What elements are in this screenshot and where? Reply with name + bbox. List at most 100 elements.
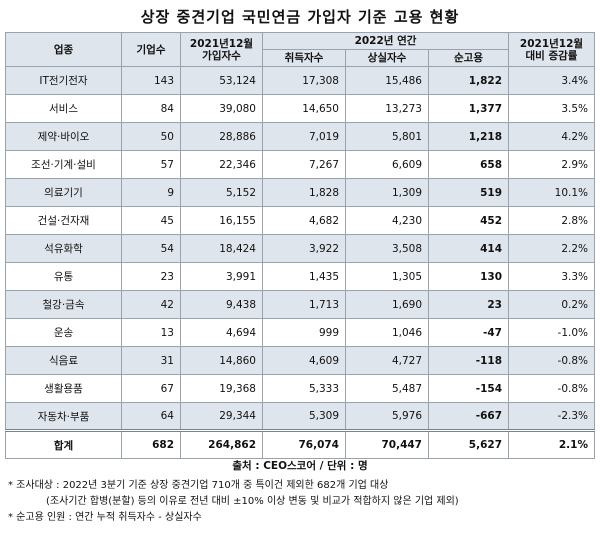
cell-lost: 4,230 [345, 206, 429, 235]
cell-companies: 31 [121, 346, 181, 375]
cell-change: -2.3% [508, 402, 595, 431]
cell-industry: 건설·건자재 [5, 206, 122, 235]
cell-members: 53,124 [180, 66, 263, 95]
cell-industry: 서비스 [5, 94, 122, 123]
table-row: 제약·바이오 50 28,886 7,019 5,801 1,218 4.2% [5, 122, 595, 151]
cell-lost: 13,273 [345, 94, 429, 123]
cell-acquired: 4,682 [262, 206, 346, 235]
cell-companies: 50 [121, 122, 181, 151]
cell-companies: 67 [121, 374, 181, 403]
cell-acquired: 17,308 [262, 66, 346, 95]
cell-acquired: 999 [262, 318, 346, 347]
cell-change: 2.2% [508, 234, 595, 263]
cell-acquired: 1,435 [262, 262, 346, 291]
cell-industry: 생활용품 [5, 374, 122, 403]
header-industry: 업종 [5, 32, 122, 67]
cell-change: -1.0% [508, 318, 595, 347]
cell-acquired: 5,309 [262, 402, 346, 431]
cell-members: 28,886 [180, 122, 263, 151]
cell-net: -118 [428, 346, 509, 375]
cell-companies: 84 [121, 94, 181, 123]
header-change-top: 2021년12월 [519, 37, 584, 50]
footnote-net-definition: * 순고용 인원 : 연간 누적 취득자수 - 상실자수 [8, 512, 202, 523]
cell-industry: 제약·바이오 [5, 122, 122, 151]
table-row: 철강·금속 42 9,438 1,713 1,690 23 0.2% [5, 290, 595, 319]
cell-net: 452 [428, 206, 509, 235]
cell-industry: 유통 [5, 262, 122, 291]
total-row: 합계 682 264,862 76,074 70,447 5,627 2.1% [5, 429, 595, 459]
cell-members: 4,694 [180, 318, 263, 347]
cell-companies: 64 [121, 402, 181, 431]
cell-lost: 1,046 [345, 318, 429, 347]
source-line: 출처 : CEO스코어 / 단위 : 명 [232, 460, 368, 472]
cell-net: 414 [428, 234, 509, 263]
table-row: 서비스 84 39,080 14,650 13,273 1,377 3.5% [5, 94, 595, 123]
cell-companies: 143 [121, 66, 181, 95]
cell-industry: 조선·기계·설비 [5, 150, 122, 179]
footnote-scope: * 조사대상 : 2022년 3분기 기준 상장 중견기업 710개 중 특이건… [8, 480, 389, 491]
header-row-top: 업종 기업수 2021년12월 가입자수 2022년 연간 2021년12월 대… [5, 32, 595, 67]
total-cell-members: 264,862 [180, 429, 263, 459]
header-row-bottom: 취득자수 상실자수 순고용 [6, 49, 595, 67]
cell-net: 658 [428, 150, 509, 179]
cell-members: 18,424 [180, 234, 263, 263]
cell-acquired: 14,650 [262, 94, 346, 123]
cell-change: 2.9% [508, 150, 595, 179]
cell-acquired: 7,267 [262, 150, 346, 179]
table-row: 유통 23 3,991 1,435 1,305 130 3.3% [5, 262, 595, 291]
cell-change: -0.8% [508, 346, 595, 375]
table-row: 조선·기계·설비 57 22,346 7,267 6,609 658 2.9% [5, 150, 595, 179]
cell-members: 3,991 [180, 262, 263, 291]
cell-lost: 1,309 [345, 178, 429, 207]
cell-acquired: 4,609 [262, 346, 346, 375]
cell-acquired: 3,922 [262, 234, 346, 263]
cell-industry: 의료기기 [5, 178, 122, 207]
table-row: 식음료 31 14,860 4,609 4,727 -118 -0.8% [5, 346, 595, 375]
cell-acquired: 7,019 [262, 122, 346, 151]
cell-industry: IT전기전자 [5, 66, 122, 95]
cell-companies: 9 [121, 178, 181, 207]
cell-net: 1,218 [428, 122, 509, 151]
cell-industry: 자동차·부품 [5, 402, 122, 431]
cell-lost: 5,487 [345, 374, 429, 403]
cell-lost: 3,508 [345, 234, 429, 263]
header-acquired: 취득자수 [262, 49, 346, 67]
cell-industry: 운송 [5, 318, 122, 347]
cell-change: -0.8% [508, 374, 595, 403]
cell-members: 9,438 [180, 290, 263, 319]
header-change-bottom: 대비 증감률 [525, 49, 578, 62]
cell-change: 3.3% [508, 262, 595, 291]
header-lost: 상실자수 [345, 49, 429, 67]
cell-members: 14,860 [180, 346, 263, 375]
cell-members: 22,346 [180, 150, 263, 179]
cell-change: 2.8% [508, 206, 595, 235]
header-companies: 기업수 [121, 32, 181, 67]
cell-lost: 1,305 [345, 262, 429, 291]
cell-net: 519 [428, 178, 509, 207]
header-change: 2021년12월 대비 증감률 [508, 32, 595, 67]
cell-lost: 5,801 [345, 122, 429, 151]
total-cell-net: 5,627 [428, 429, 509, 459]
table-row: 의료기기 9 5,152 1,828 1,309 519 10.1% [5, 178, 595, 207]
total-cell-companies: 682 [121, 429, 181, 459]
cell-members: 39,080 [180, 94, 263, 123]
cell-members: 16,155 [180, 206, 263, 235]
cell-industry: 철강·금속 [5, 290, 122, 319]
cell-net: -154 [428, 374, 509, 403]
cell-companies: 57 [121, 150, 181, 179]
cell-change: 10.1% [508, 178, 595, 207]
employment-table: 업종 기업수 2021년12월 가입자수 2022년 연간 2021년12월 대… [5, 32, 595, 459]
cell-members: 19,368 [180, 374, 263, 403]
cell-lost: 1,690 [345, 290, 429, 319]
cell-members: 29,344 [180, 402, 263, 431]
cell-change: 3.4% [508, 66, 595, 95]
cell-change: 3.5% [508, 94, 595, 123]
cell-change: 4.2% [508, 122, 595, 151]
header-net: 순고용 [428, 49, 509, 67]
header-dec2021-top: 2021년12월 [189, 37, 254, 50]
cell-net: -667 [428, 402, 509, 431]
cell-net: 130 [428, 262, 509, 291]
cell-companies: 42 [121, 290, 181, 319]
cell-lost: 6,609 [345, 150, 429, 179]
header-dec2021-bottom: 가입자수 [202, 49, 241, 62]
